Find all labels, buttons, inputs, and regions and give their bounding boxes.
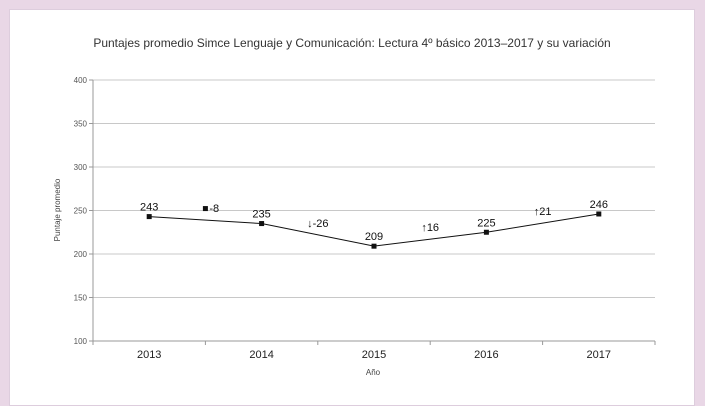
data-value-label: 243 xyxy=(140,202,158,214)
variation-label: -8 xyxy=(209,203,219,215)
variation-marker xyxy=(202,206,208,212)
x-axis-ticks: 2013 2014 2015 2016 2017 xyxy=(92,341,656,361)
y-axis-ticks: 100 150 200 250 300 350 400 xyxy=(74,76,93,346)
x-tick-label: 2017 xyxy=(587,349,611,361)
x-tick-label: 2015 xyxy=(362,349,386,361)
x-tick-label: 2016 xyxy=(474,349,498,361)
y-tick-label: 200 xyxy=(74,250,88,259)
data-value-label: 235 xyxy=(252,209,270,221)
y-axis-label: Puntaje promedio xyxy=(53,178,62,241)
data-point xyxy=(371,243,377,249)
y-tick-label: 150 xyxy=(74,294,88,303)
data-value-label: 225 xyxy=(477,217,495,229)
y-tick-label: 250 xyxy=(74,207,88,216)
data-labels-layer: 243 235 209 225 246 -8 ↓-26 ↑16 ↑21 xyxy=(140,199,608,243)
x-tick-label: 2014 xyxy=(249,349,273,361)
data-point xyxy=(146,214,152,220)
data-value-label: 246 xyxy=(590,199,608,211)
x-tick-label: 2013 xyxy=(137,349,161,361)
data-point xyxy=(259,221,265,227)
y-tick-label: 100 xyxy=(74,337,88,346)
variation-label: ↑21 xyxy=(534,206,552,218)
chart-title: Puntajes promedio Simce Lenguaje y Comun… xyxy=(93,36,610,50)
data-point xyxy=(483,229,489,235)
y-tick-label: 300 xyxy=(74,163,88,172)
gridlines xyxy=(93,79,655,298)
data-point xyxy=(596,211,602,217)
series-layer xyxy=(146,211,602,249)
y-tick-label: 350 xyxy=(74,120,88,129)
variation-label: ↑16 xyxy=(421,222,439,234)
chart-panel xyxy=(9,9,695,406)
variation-label: ↓-26 xyxy=(307,218,328,230)
data-value-label: 209 xyxy=(365,231,383,243)
y-tick-label: 400 xyxy=(74,76,88,85)
x-axis-label: Año xyxy=(366,368,381,377)
